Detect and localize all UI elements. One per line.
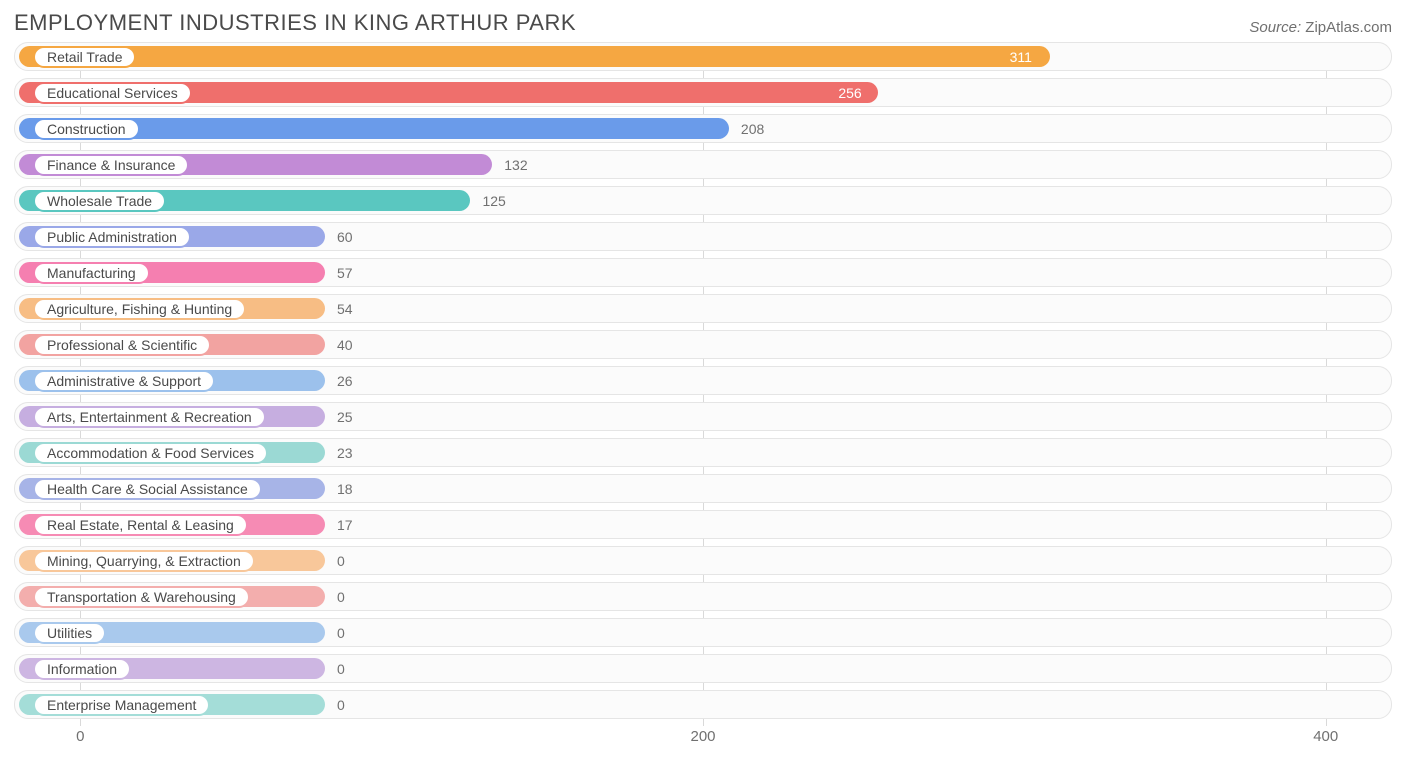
bar-category-label: Enterprise Management (33, 694, 210, 716)
bar-row: Agriculture, Fishing & Hunting 54 (14, 294, 1392, 323)
x-tick-label: 200 (690, 728, 715, 745)
bar-row: Information 0 (14, 654, 1392, 683)
bar-row: Real Estate, Rental & Leasing 17 (14, 510, 1392, 539)
bar-row: Public Administration 60 (14, 222, 1392, 251)
bar-row: Health Care & Social Assistance 18 (14, 474, 1392, 503)
bar-category-label: Arts, Entertainment & Recreation (33, 406, 266, 428)
bar-category-label: Public Administration (33, 226, 191, 248)
bars-container: Retail Trade 311 Educational Services 256 Co… (14, 42, 1392, 719)
bar-category-label: Retail Trade (33, 46, 136, 68)
bar-value-label: 23 (337, 445, 353, 461)
chart-source: Source: ZipAtlas.com (1249, 19, 1392, 36)
bar-row: Utilities 0 (14, 618, 1392, 647)
bar-value-label: 208 (741, 121, 764, 137)
bar-row: Administrative & Support 26 (14, 366, 1392, 395)
source-label: Source: (1249, 19, 1301, 36)
bar-value-label: 26 (337, 373, 353, 389)
bar-category-label: Health Care & Social Assistance (33, 478, 262, 500)
bar-value-label: 17 (337, 517, 353, 533)
bar-category-label: Agriculture, Fishing & Hunting (33, 298, 246, 320)
bar-category-label: Manufacturing (33, 262, 150, 284)
source-value: ZipAtlas.com (1305, 19, 1392, 36)
bar-category-label: Wholesale Trade (33, 190, 166, 212)
bar-row: Professional & Scientific 40 (14, 330, 1392, 359)
bar-value-label: 18 (337, 481, 353, 497)
bar-category-label: Professional & Scientific (33, 334, 211, 356)
bar-value-label: 256 (838, 85, 861, 101)
chart-header: EMPLOYMENT INDUSTRIES IN KING ARTHUR PAR… (14, 10, 1392, 36)
bar-category-label: Utilities (33, 622, 106, 644)
bar-category-label: Finance & Insurance (33, 154, 189, 176)
bar-row: Transportation & Warehousing 0 (14, 582, 1392, 611)
bar-category-label: Information (33, 658, 131, 680)
bar-value-label: 0 (337, 553, 345, 569)
bar-value-label: 57 (337, 265, 353, 281)
bar-category-label: Real Estate, Rental & Leasing (33, 514, 248, 536)
x-tick-label: 0 (76, 728, 84, 745)
bar-value-label: 60 (337, 229, 353, 245)
bar-value-label: 311 (1010, 49, 1032, 65)
bar-value-label: 54 (337, 301, 353, 317)
bar-category-label: Administrative & Support (33, 370, 215, 392)
bar-row: Wholesale Trade 125 (14, 186, 1392, 215)
chart-title: EMPLOYMENT INDUSTRIES IN KING ARTHUR PAR… (14, 10, 576, 36)
bar-value-label: 40 (337, 337, 353, 353)
bar-category-label: Transportation & Warehousing (33, 586, 250, 608)
bar-row: Retail Trade 311 (14, 42, 1392, 71)
x-tick-label: 400 (1313, 728, 1338, 745)
bar-row: Accommodation & Food Services 23 (14, 438, 1392, 467)
bar-value-label: 0 (337, 661, 345, 677)
bar-row: Finance & Insurance 132 (14, 150, 1392, 179)
bar-category-label: Accommodation & Food Services (33, 442, 268, 464)
bar-value-label: 0 (337, 697, 345, 713)
bar-row: Construction 208 (14, 114, 1392, 143)
bar-row: Educational Services 256 (14, 78, 1392, 107)
bar-value-label: 125 (482, 193, 505, 209)
bar-value-label: 132 (504, 157, 527, 173)
bar-row: Manufacturing 57 (14, 258, 1392, 287)
bar-category-label: Educational Services (33, 82, 192, 104)
bar-chart: Retail Trade 311 Educational Services 256 Co… (14, 42, 1392, 750)
bar-value-label: 25 (337, 409, 353, 425)
x-axis: 0 200 400 (14, 726, 1392, 750)
bar-category-label: Construction (33, 118, 140, 140)
bar-row: Enterprise Management 0 (14, 690, 1392, 719)
bar-fill (19, 46, 1050, 67)
bar-row: Arts, Entertainment & Recreation 25 (14, 402, 1392, 431)
bar-category-label: Mining, Quarrying, & Extraction (33, 550, 255, 572)
bar-row: Mining, Quarrying, & Extraction 0 (14, 546, 1392, 575)
bar-value-label: 0 (337, 625, 345, 641)
bar-value-label: 0 (337, 589, 345, 605)
